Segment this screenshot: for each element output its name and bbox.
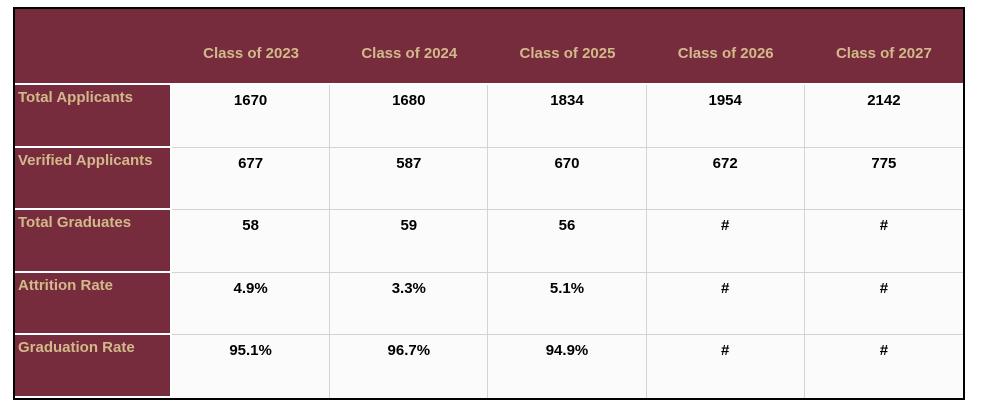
column-header-2: Class of 2024 xyxy=(330,9,489,85)
column-header-3: Class of 2025 xyxy=(488,9,647,85)
data-cell-r1-c3: 1834 xyxy=(488,85,647,148)
data-cell-r5-c1: 95.1% xyxy=(172,335,331,398)
data-cell-r2-c5: 775 xyxy=(804,147,963,211)
data-cell-r1-c2: 1680 xyxy=(330,85,489,148)
data-cell-r4-c5: # xyxy=(804,272,963,336)
data-cell-r4-c1: 4.9% xyxy=(172,272,331,336)
data-cell-r5-c4: # xyxy=(646,335,805,398)
data-cell-r3-c3: 56 xyxy=(488,210,647,273)
data-cell-r3-c5: # xyxy=(804,210,963,273)
data-cell-r5-c3: 94.9% xyxy=(488,335,647,398)
data-cell-r1-c1: 1670 xyxy=(172,85,331,148)
data-cell-r5-c2: 96.7% xyxy=(330,335,489,398)
data-cell-r2-c2: 587 xyxy=(330,147,489,211)
class-statistics-table: Class of 2023 Class of 2024 Class of 2025 C… xyxy=(13,7,965,400)
data-cell-r3-c2: 59 xyxy=(330,210,489,273)
data-cell-r3-c4: # xyxy=(646,210,805,273)
row-label-2: Verified Applicants xyxy=(15,147,172,211)
data-cell-r4-c4: # xyxy=(646,272,805,336)
data-cell-r4-c3: 5.1% xyxy=(488,272,647,336)
row-label-4: Attrition Rate xyxy=(15,272,172,336)
data-cell-r3-c1: 58 xyxy=(172,210,331,273)
data-cell-r2-c1: 677 xyxy=(172,147,331,211)
row-label-1: Total Applicants xyxy=(15,85,172,148)
data-cell-r2-c3: 670 xyxy=(488,147,647,211)
data-cell-r4-c2: 3.3% xyxy=(330,272,489,336)
table-corner-cell xyxy=(15,9,172,85)
column-header-4: Class of 2026 xyxy=(646,9,805,85)
data-cell-r2-c4: 672 xyxy=(646,147,805,211)
column-header-5: Class of 2027 xyxy=(804,9,963,85)
data-cell-r1-c4: 1954 xyxy=(646,85,805,148)
data-cell-r5-c5: # xyxy=(804,335,963,398)
row-label-5: Graduation Rate xyxy=(15,335,172,398)
row-label-3: Total Graduates xyxy=(15,210,172,273)
column-header-1: Class of 2023 xyxy=(172,9,331,85)
data-cell-r1-c5: 2142 xyxy=(804,85,963,148)
